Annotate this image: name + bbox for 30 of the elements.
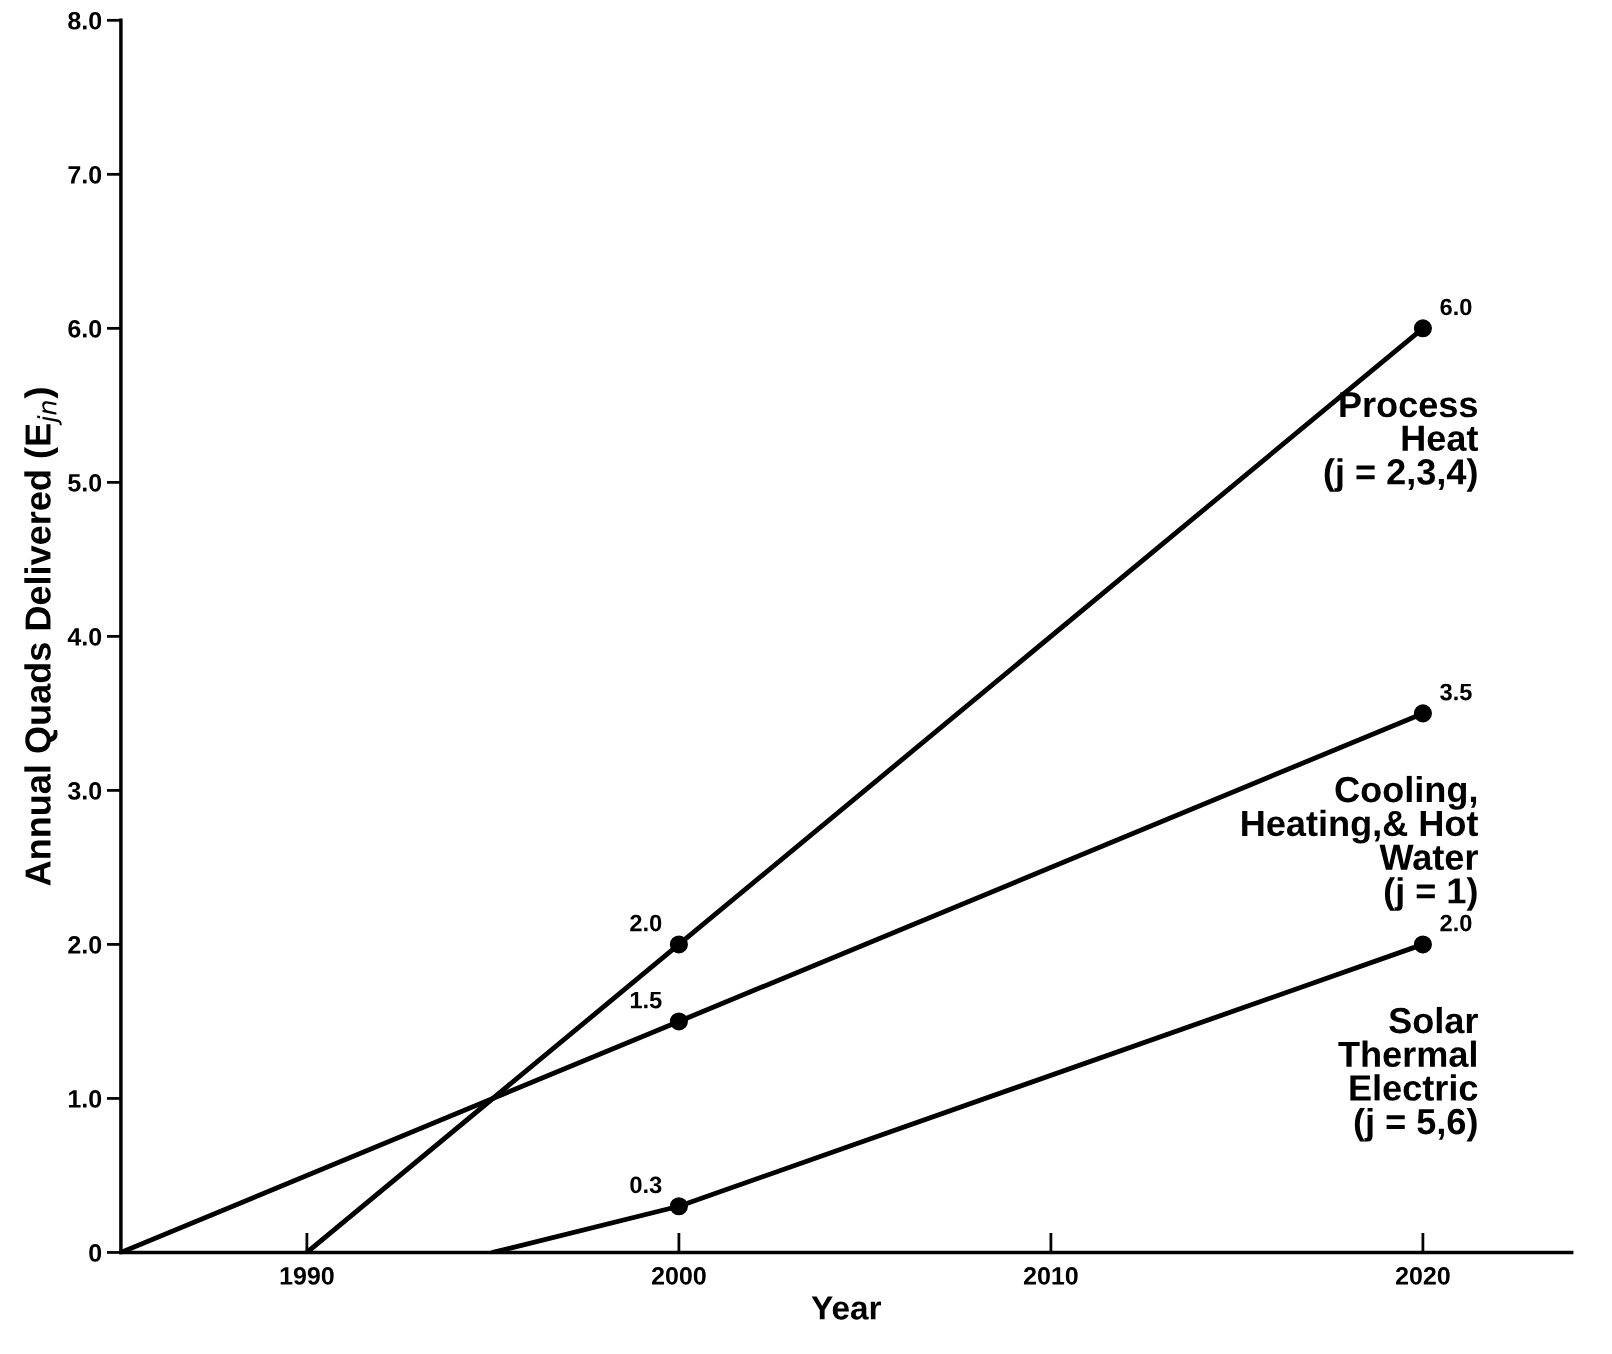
- data-label: 0.3: [630, 1176, 662, 1194]
- series-label: Process Heat (j = 2,3,4): [1324, 392, 1479, 492]
- y-tick-label: 7.0: [68, 165, 102, 184]
- series-label: Solar Thermal Electric (j = 5,6): [1338, 1006, 1478, 1142]
- point: [669, 935, 688, 954]
- y-tick-label: 3.0: [67, 782, 102, 800]
- point: [669, 1012, 688, 1031]
- data-label: 1.5: [630, 991, 662, 1009]
- data-label: 6.0: [1440, 298, 1472, 316]
- y-tick-label: 4.0: [67, 627, 102, 646]
- data-label: 2.0: [630, 914, 662, 932]
- y-tick-label: 0: [89, 1244, 102, 1262]
- x-tick-label: 2000: [651, 1267, 706, 1285]
- x-tick-label: 2020: [1395, 1267, 1450, 1285]
- series-label: Cooling, Heating,& Hot Water (j = 1): [1242, 775, 1479, 911]
- point: [1413, 935, 1432, 954]
- point: [1413, 704, 1432, 723]
- point: [1413, 319, 1432, 338]
- x-tick-label: 2010: [1023, 1267, 1078, 1285]
- y-axis-title: Annual Quads Delivered (E$_{jn}$): [24, 388, 62, 886]
- point: [669, 1197, 688, 1216]
- y-tick-label: 1.0: [68, 1090, 102, 1108]
- data-label: 3.5: [1440, 683, 1472, 701]
- x-axis-title: Year: [811, 1296, 882, 1320]
- x-tick-label: 1990: [280, 1267, 334, 1285]
- data-label: 2.0: [1440, 914, 1472, 932]
- y-tick-label: 8.0: [68, 11, 102, 30]
- y-tick-label: 6.0: [68, 319, 102, 338]
- y-tick-label: 5.0: [68, 473, 102, 492]
- y-tick-label: 2.0: [68, 936, 102, 954]
